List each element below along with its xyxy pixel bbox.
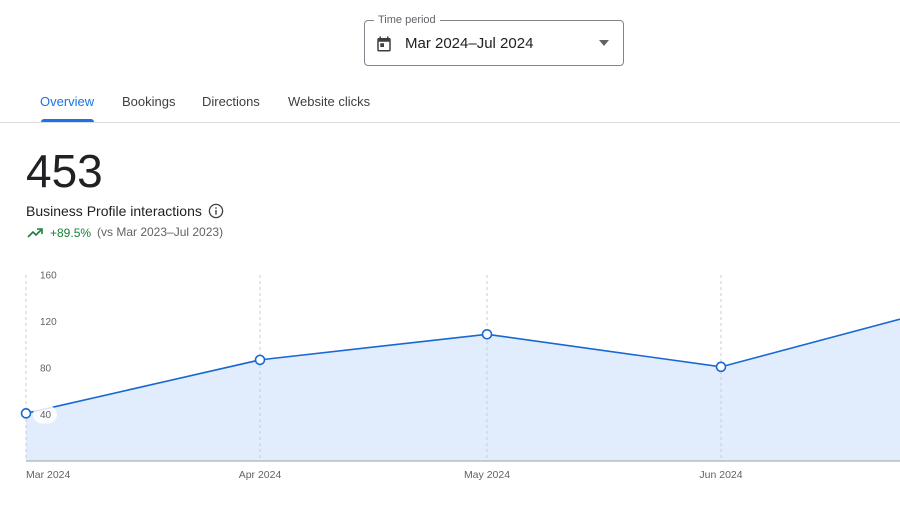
trending-up-icon xyxy=(27,228,43,238)
y-tick-label: 120 xyxy=(40,317,57,328)
metric-label: Business Profile interactions xyxy=(26,203,202,219)
time-period-select[interactable]: Time period Mar 2024–Jul 2024 xyxy=(364,13,624,66)
data-point xyxy=(20,408,32,419)
x-tick-label: Jun 2024 xyxy=(699,469,742,481)
dropdown-arrow-icon xyxy=(599,40,609,46)
x-tick-label: Apr 2024 xyxy=(239,469,282,481)
data-point xyxy=(715,361,727,373)
y-tick-label: 160 xyxy=(40,271,57,282)
comparison-period: (vs Mar 2023–Jul 2023) xyxy=(97,225,224,239)
y-tick-label: 40 xyxy=(40,410,52,421)
series-area xyxy=(26,319,900,461)
tab-overview[interactable]: Overview xyxy=(40,94,95,109)
tab-bookings[interactable]: Bookings xyxy=(122,94,176,109)
data-point xyxy=(254,354,266,366)
tab-directions[interactable]: Directions xyxy=(202,94,260,109)
active-tab-indicator xyxy=(41,119,94,122)
tab-website-clicks[interactable]: Website clicks xyxy=(288,94,371,109)
data-point xyxy=(481,328,493,340)
y-tick-label-bg xyxy=(33,405,57,424)
tab-bar: Overview Bookings Directions Website cli… xyxy=(0,84,900,123)
info-icon[interactable] xyxy=(208,203,224,219)
time-period-label: Time period xyxy=(374,13,440,27)
y-tick-label: 80 xyxy=(40,364,52,375)
x-tick-label: May 2024 xyxy=(464,469,510,481)
calendar-icon xyxy=(377,36,391,52)
time-period-value: Mar 2024–Jul 2024 xyxy=(405,35,534,52)
change-percent: +89.5% xyxy=(50,226,92,240)
x-tick-label: Mar 2024 xyxy=(26,469,71,481)
total-interactions: 453 xyxy=(26,145,103,197)
